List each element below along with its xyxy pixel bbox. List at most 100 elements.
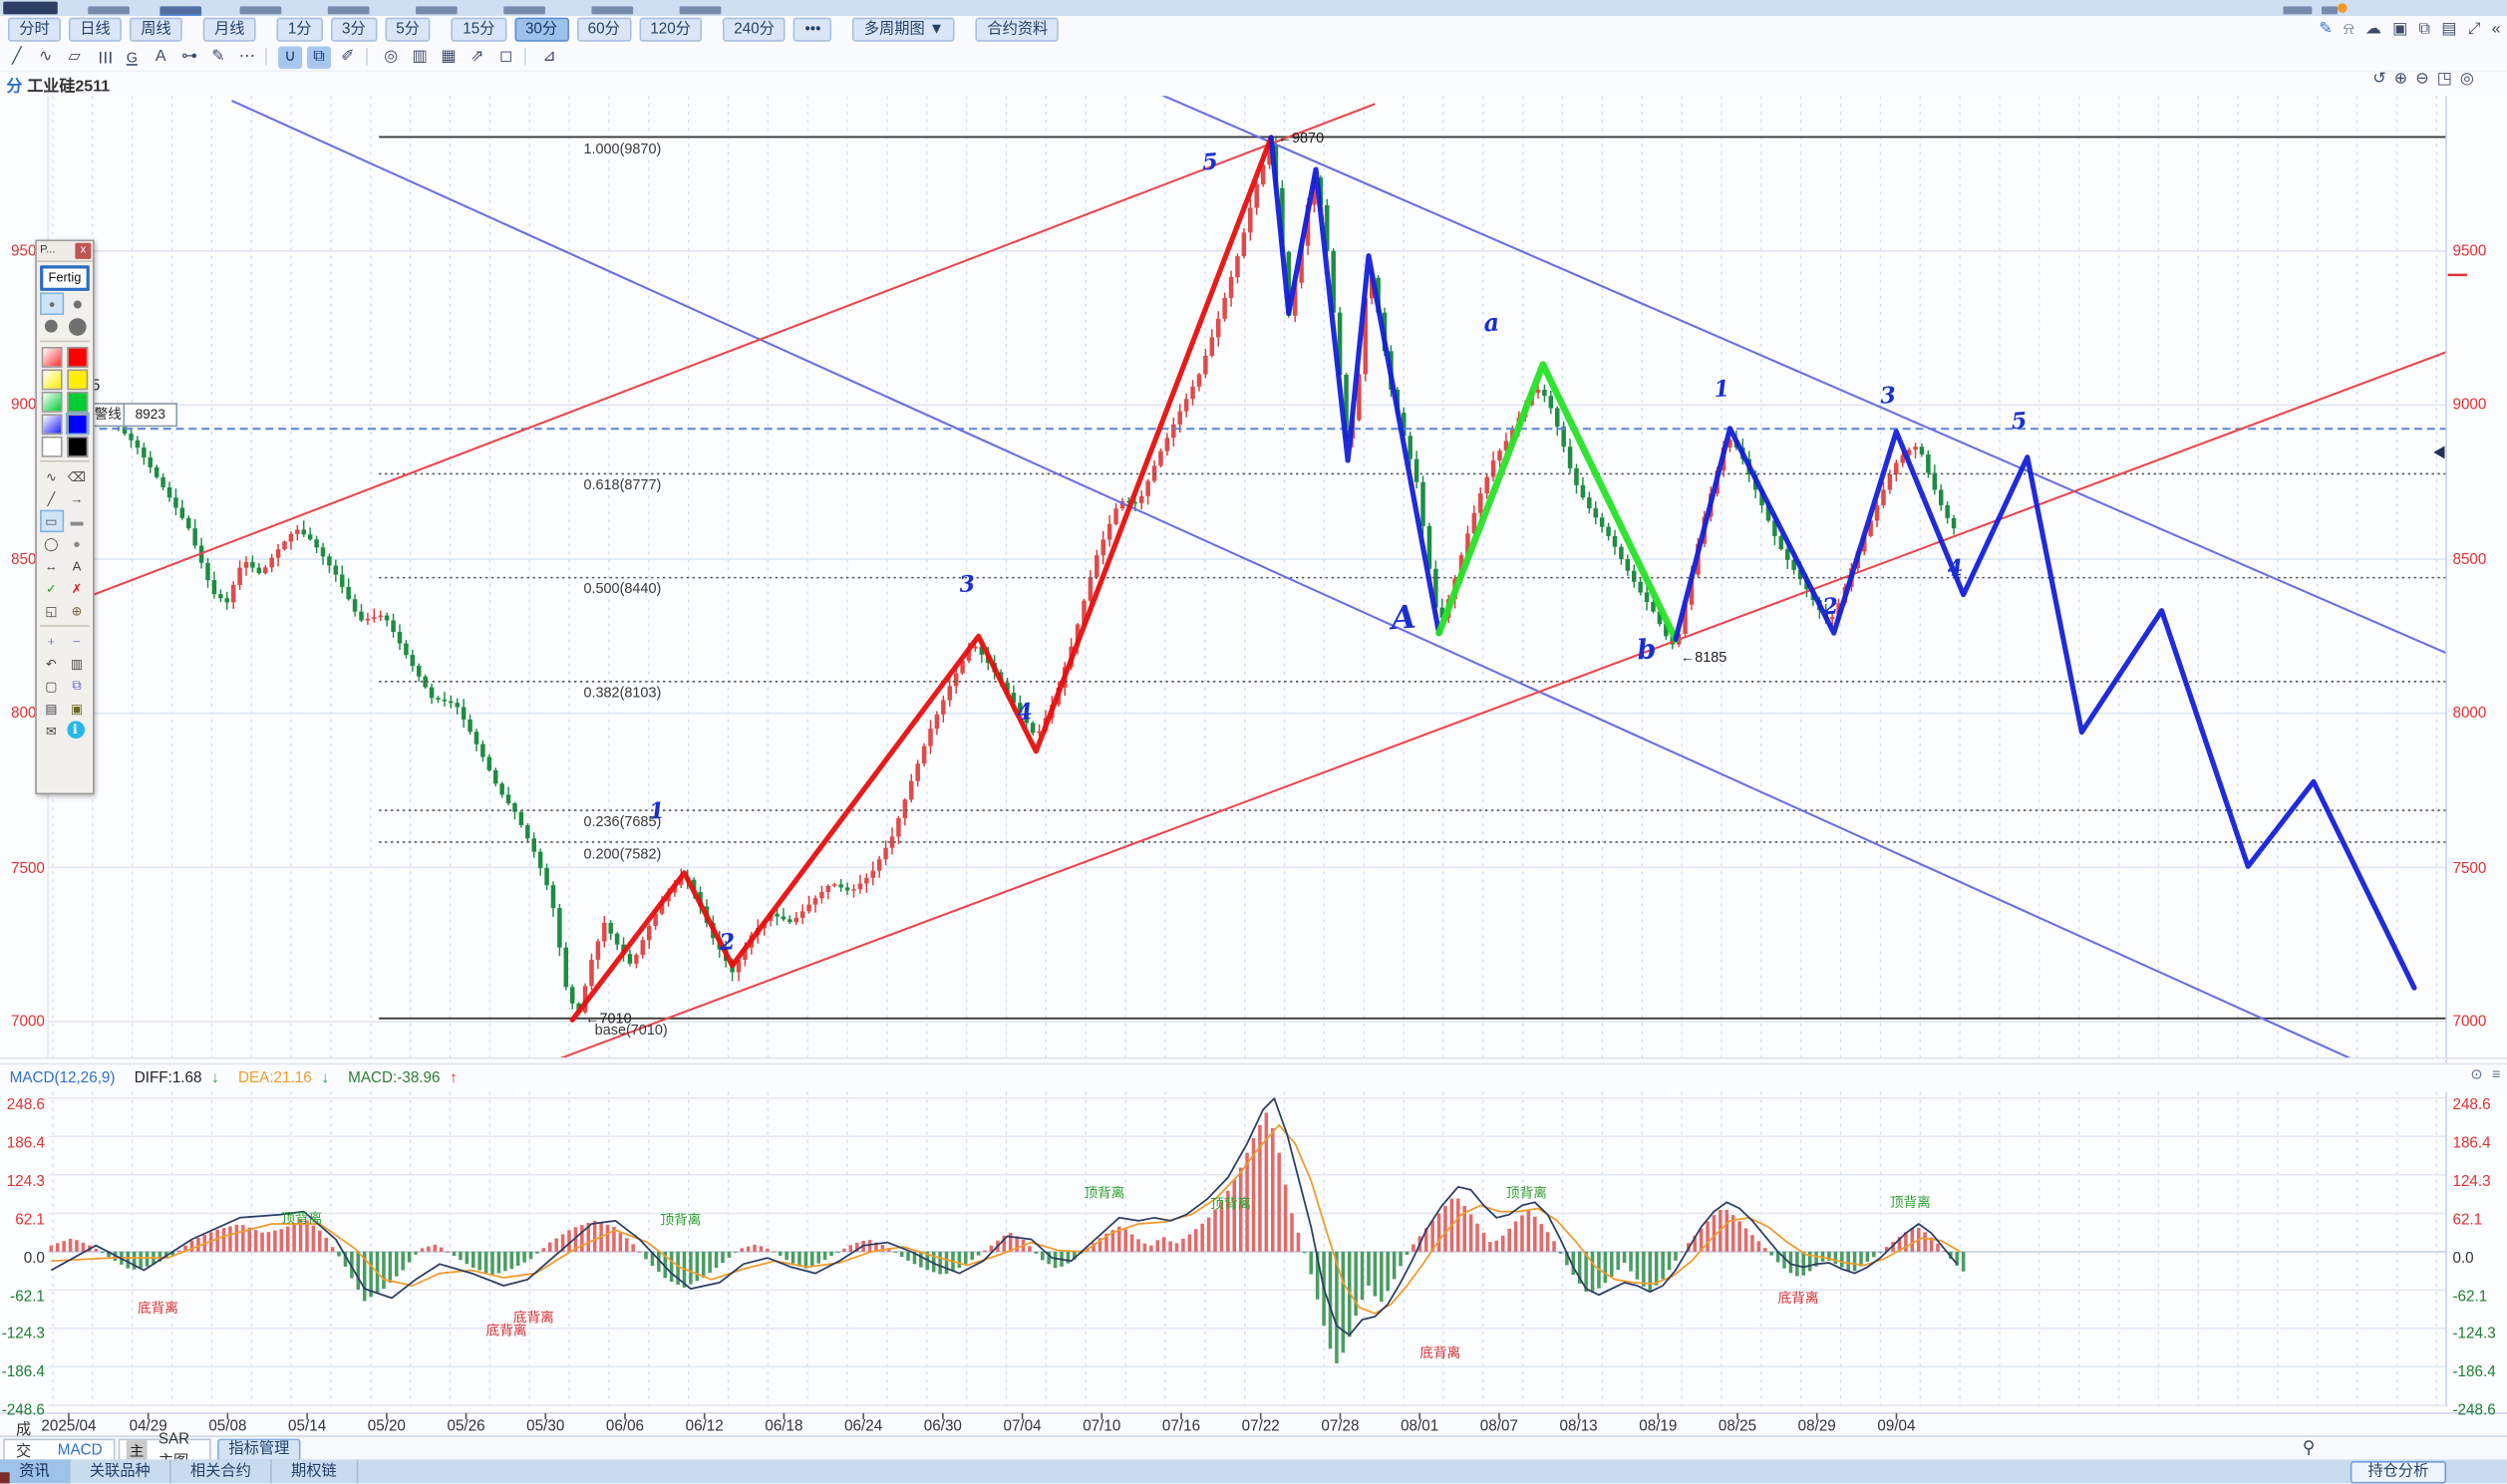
tool-zoom[interactable]: ⊕ <box>71 603 83 618</box>
timeframe-button-月线[interactable]: 月线 <box>202 17 256 42</box>
menu-item-fragment <box>88 6 130 15</box>
color-red-gradient[interactable] <box>40 346 62 368</box>
tool-text[interactable]: A <box>72 558 82 574</box>
color-white[interactable] <box>40 436 62 456</box>
color-red[interactable] <box>66 346 88 368</box>
color-blue-gradient[interactable] <box>40 413 62 435</box>
color-green[interactable] <box>66 391 88 413</box>
palette-done-button[interactable]: Fertig <box>40 265 90 291</box>
action-new-file[interactable]: ▢ <box>45 678 58 694</box>
hide-drawings-tool[interactable]: ◎ <box>384 47 399 65</box>
camera-icon[interactable]: ▣ <box>2392 20 2408 39</box>
tool-line[interactable]: ╱ <box>47 491 56 506</box>
tool-cross[interactable]: ✗ <box>71 581 83 596</box>
pen-size-1[interactable] <box>39 292 64 315</box>
timeframe-button-1分[interactable]: 1分 <box>276 17 323 42</box>
action-plus[interactable]: + <box>47 633 56 649</box>
timeframe-button-5分[interactable]: 5分 <box>385 17 432 42</box>
text-tool[interactable]: A <box>155 47 166 65</box>
tool-eraser[interactable]: ⌫ <box>67 468 87 484</box>
export-tool[interactable]: ⇗ <box>470 47 484 65</box>
timeframe-button-30分[interactable]: 30分 <box>513 17 569 42</box>
color-blue[interactable] <box>64 412 90 436</box>
magnet-tool[interactable]: ∪ <box>278 45 303 69</box>
collapse-icon[interactable]: « <box>2491 20 2501 39</box>
tool-rectangle[interactable]: ▭ <box>39 509 64 533</box>
tool-check[interactable]: ✓ <box>45 581 57 596</box>
timeframe-button-日线[interactable]: 日线 <box>68 17 122 42</box>
color-green-gradient[interactable] <box>40 391 62 413</box>
polygon-tool[interactable]: ▱ <box>68 47 81 65</box>
tab-macd[interactable]: MACD <box>57 1440 103 1459</box>
bottom-tab-关联品种[interactable]: 关联品种 <box>71 1459 171 1484</box>
timeframe-button-3分[interactable]: 3分 <box>330 17 377 42</box>
monitor-icon[interactable]: ▤ <box>2441 20 2457 39</box>
timeframe-button-120分[interactable]: 120分 <box>639 17 703 42</box>
cloud-icon[interactable]: ☁ <box>2364 20 2381 39</box>
pen-size-3[interactable] <box>41 317 62 336</box>
timeframe-button-60分[interactable]: 60分 <box>576 17 632 42</box>
pen-tool[interactable]: ✎ <box>211 47 225 65</box>
bell-icon[interactable]: ⍾ <box>2344 20 2354 39</box>
zoom-in-icon[interactable]: ⊕ <box>2393 70 2408 89</box>
undo-icon[interactable]: ↺ <box>2372 70 2386 89</box>
tool-freehand[interactable]: ∿ <box>45 468 57 484</box>
edit-pencil-icon[interactable]: ✎ <box>2319 20 2333 39</box>
tool-crop[interactable]: ◱ <box>45 603 58 618</box>
polyline-tool[interactable]: ∿ <box>38 47 53 65</box>
window-icon[interactable]: ◳ <box>2436 70 2452 89</box>
delete-drawings-tool[interactable]: ▥ <box>412 47 428 65</box>
action-trash[interactable]: ▥ <box>70 656 84 671</box>
tool-filled-rectangle[interactable]: ▬ <box>70 513 84 529</box>
position-analysis-button[interactable]: 持仓分析 <box>2350 1461 2447 1484</box>
fullscreen-icon[interactable]: ⤢ <box>2467 20 2481 39</box>
golden-section-tool[interactable]: G <box>126 48 138 65</box>
color-yellow[interactable] <box>66 368 88 390</box>
layers-icon[interactable]: ⧉ <box>2418 20 2430 39</box>
layout-tool[interactable]: ▦ <box>441 47 457 65</box>
action-print[interactable]: ▤ <box>45 701 58 716</box>
timeframe-button-240分[interactable]: 240分 <box>723 17 786 42</box>
macd-menu-icon[interactable]: ≡ <box>2492 1065 2501 1082</box>
bottom-tab-资讯[interactable]: 资讯 <box>0 1459 71 1484</box>
timeframe-button-•••[interactable]: ••• <box>793 17 832 42</box>
keyline-tool[interactable]: ⊶ <box>181 47 198 65</box>
macd-title[interactable]: MACD(12,26,9) <box>9 1069 116 1087</box>
comment-tool[interactable]: ◻ <box>498 47 513 65</box>
indicator-manage-button[interactable]: 指标管理 <box>217 1438 301 1462</box>
action-undo[interactable]: ↶ <box>45 656 57 671</box>
action-info[interactable]: ℹ <box>66 721 85 740</box>
pin-icon[interactable]: ⚲ <box>2302 1438 2316 1458</box>
timeframe-button-合约资料[interactable]: 合约资料 <box>976 17 1060 42</box>
color-yellow-gradient[interactable] <box>40 368 62 390</box>
tool-arrow[interactable]: → <box>70 491 84 506</box>
tool-double-arrow[interactable]: ↔ <box>44 558 58 574</box>
zoom-out-icon[interactable]: ⊖ <box>2415 70 2429 89</box>
timeframe-button-分时[interactable]: 分时 <box>8 17 61 42</box>
timeframe-button-多周期图 ▼[interactable]: 多周期图 ▼ <box>852 17 956 42</box>
target-icon[interactable]: ◎ <box>2459 70 2474 89</box>
action-minus[interactable]: − <box>73 633 81 649</box>
trendline-tool[interactable]: ╱ <box>12 47 22 65</box>
pen-size-4[interactable] <box>67 317 88 336</box>
macd-settings-icon[interactable]: ⊙ <box>2470 1065 2483 1082</box>
tool-ellipse[interactable]: ◯ <box>44 536 59 551</box>
bottom-tab-相关合约[interactable]: 相关合约 <box>171 1459 272 1484</box>
action-save[interactable]: ▣ <box>70 701 84 716</box>
overlay-tool[interactable]: ⧉ <box>306 45 332 69</box>
pencil-tool[interactable]: ✐ <box>341 47 355 65</box>
more-tools[interactable]: ⋯ <box>238 47 255 65</box>
palette-title-bar[interactable]: P... x <box>36 241 94 263</box>
timeframe-button-15分[interactable]: 15分 <box>452 17 506 42</box>
pen-size-2[interactable] <box>67 294 88 313</box>
timeframe-button-周线[interactable]: 周线 <box>129 17 182 42</box>
color-black[interactable] <box>66 436 88 456</box>
bottom-tab-期权链[interactable]: 期权链 <box>272 1459 358 1484</box>
palette-close-button[interactable]: x <box>75 242 92 259</box>
annotation-palette-window[interactable]: P... x Fertig ∿ ⌫ ╱ → ▭ ▬ ◯ ● ↔ A ✓ ✗ ◱ ⊕ + − ↶ ▥ ▢ ⧉ ▤ ▣ ✉ ℹ <box>35 239 95 795</box>
action-email[interactable]: ✉ <box>45 723 57 739</box>
tool-filled-ellipse[interactable]: ● <box>73 536 81 551</box>
action-copy[interactable]: ⧉ <box>72 678 82 693</box>
ruler-tool[interactable]: ⊿ <box>542 47 556 65</box>
